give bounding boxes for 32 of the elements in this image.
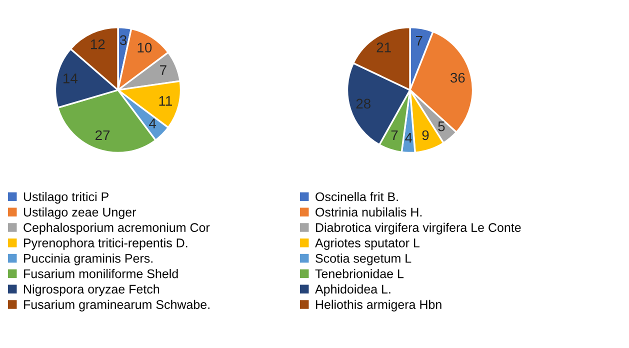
legend-label: Aphidoidea L. — [315, 284, 390, 296]
data-label: 7 — [160, 65, 166, 75]
legend-label: Diabrotica virgifera virgifera Le Conte — [316, 222, 521, 234]
data-label: 3 — [120, 35, 126, 46]
legend-label: Agriotes sputator L — [315, 238, 420, 250]
data-label: 14 — [64, 74, 78, 84]
data-label: 21 — [376, 42, 391, 52]
legend-label: Fusarium graminearum Schwabe. — [24, 300, 210, 312]
legend-label: Scotia segetum L — [316, 254, 412, 266]
legend-label: Heliothis armigera Hbn — [316, 300, 442, 312]
legend-label: Ustilago zeae Unger — [24, 207, 136, 220]
legend-label: Cephalosporium acremonium Cor — [24, 222, 210, 234]
data-label: 10 — [138, 42, 152, 53]
legend-label: Nigrospora oryzae Fetch — [24, 284, 160, 296]
data-label: 9 — [422, 130, 429, 140]
data-label: 27 — [96, 130, 110, 140]
legend-label: Fusarium moniliforme Sheld — [24, 269, 178, 278]
legend-label: Ostrinia nubilalis H. — [316, 207, 422, 217]
data-label: 4 — [405, 132, 412, 143]
legend-label: Tenebrionidae L — [315, 269, 404, 278]
data-label: 4 — [149, 118, 156, 128]
data-label: 36 — [450, 72, 465, 83]
legend-label: Ustilago tritici P — [24, 192, 108, 204]
data-label: 11 — [159, 96, 172, 106]
data-label: 28 — [356, 98, 370, 109]
data-label: 7 — [416, 36, 422, 46]
legend-label: Pyrenophora tritici-repentis D. — [24, 238, 188, 250]
legend-label: Puccinia graminis Pers. — [24, 254, 152, 266]
legend-label: Oscinella frit B. — [316, 192, 398, 202]
data-label: 5 — [438, 122, 445, 132]
data-label: 12 — [91, 39, 105, 50]
data-label: 7 — [391, 130, 398, 140]
